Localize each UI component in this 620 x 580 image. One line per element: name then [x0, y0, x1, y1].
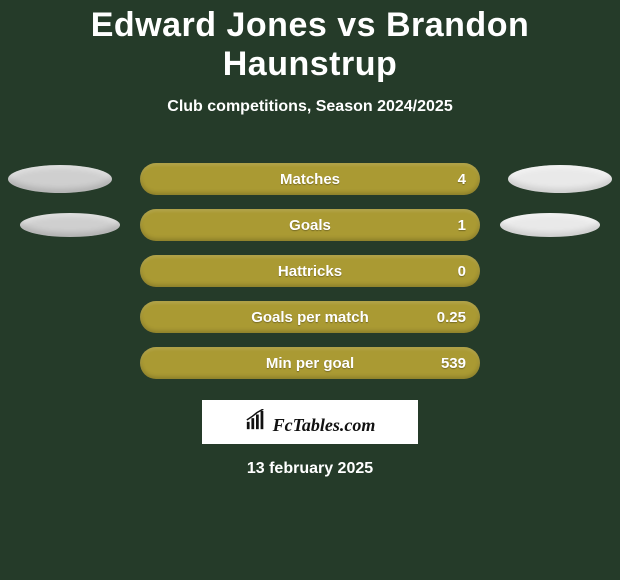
- stat-pill: Min per goal 539: [140, 347, 480, 379]
- stat-row: Goals per match 0.25: [0, 294, 620, 340]
- stat-value: 0.25: [437, 309, 466, 326]
- logo-text: FcTables.com: [273, 415, 376, 436]
- stat-value: 4: [458, 171, 466, 188]
- stat-row: Min per goal 539: [0, 340, 620, 386]
- stat-pill: Matches 4: [140, 163, 480, 195]
- stat-row: Matches 4: [0, 156, 620, 202]
- stat-label: Min per goal: [140, 355, 480, 372]
- comparison-card: Edward Jones vs Brandon Haunstrup Club c…: [0, 0, 620, 580]
- stat-value: 539: [441, 355, 466, 372]
- stat-value: 1: [458, 217, 466, 234]
- stat-pill: Hattricks 0: [140, 255, 480, 287]
- player-right-oval: [500, 213, 600, 237]
- chart-icon: [245, 409, 267, 431]
- page-title: Edward Jones vs Brandon Haunstrup: [0, 0, 620, 84]
- subtitle: Club competitions, Season 2024/2025: [0, 98, 620, 116]
- logo: FcTables.com: [245, 409, 376, 436]
- stat-row: Goals 1: [0, 202, 620, 248]
- player-left-oval: [20, 213, 120, 237]
- stat-label: Goals per match: [140, 309, 480, 326]
- stat-pill: Goals per match 0.25: [140, 301, 480, 333]
- stat-label: Goals: [140, 217, 480, 234]
- logo-box: FcTables.com: [202, 400, 418, 444]
- stat-row: Hattricks 0: [0, 248, 620, 294]
- player-left-oval: [8, 165, 112, 193]
- stat-pill: Goals 1: [140, 209, 480, 241]
- stat-label: Hattricks: [140, 263, 480, 280]
- player-right-oval: [508, 165, 612, 193]
- stat-label: Matches: [140, 171, 480, 188]
- stats-list: Matches 4 Goals 1 Hattricks 0 Goals per …: [0, 156, 620, 386]
- date-label: 13 february 2025: [0, 460, 620, 478]
- stat-value: 0: [458, 263, 466, 280]
